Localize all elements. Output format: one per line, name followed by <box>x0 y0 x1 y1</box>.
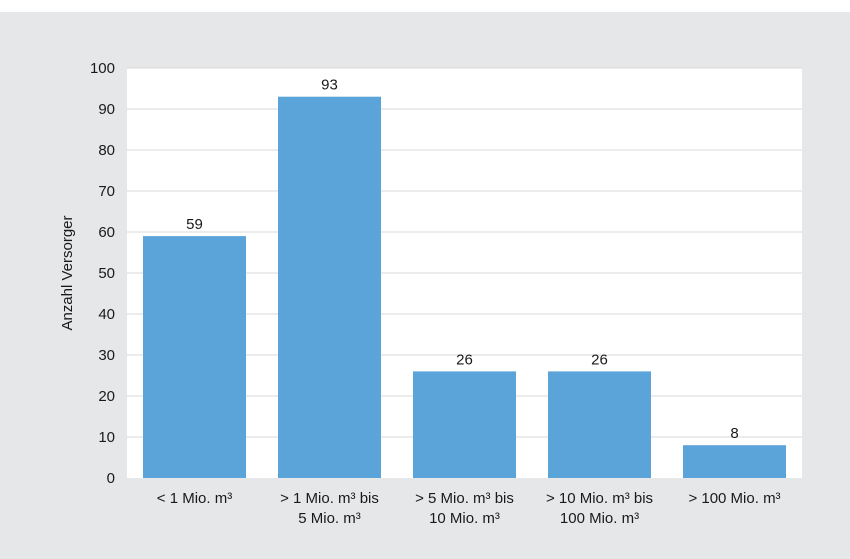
chart-panel: 0 10 20 30 40 50 60 70 80 90 100 59 93 26 26 8 < 1 Mio… <box>0 12 850 559</box>
y-tick-label: 30 <box>98 347 115 364</box>
y-tick-label: 40 <box>98 306 115 323</box>
category-label: > 10 Mio. m³ bis 100 Mio. m³ <box>546 490 653 527</box>
category-label: > 100 Mio. m³ <box>688 490 780 507</box>
y-tick-label: 100 <box>90 60 115 77</box>
bar <box>683 445 786 478</box>
data-labels: 59 93 26 26 8 <box>186 77 739 443</box>
y-axis-ticks: 0 10 20 30 40 50 60 70 80 90 100 <box>90 60 115 487</box>
bar-value-label: 8 <box>730 425 738 442</box>
category-label: < 1 Mio. m³ <box>157 490 232 507</box>
bar <box>278 96 381 478</box>
bar-value-label: 59 <box>186 216 203 233</box>
bar <box>143 236 246 478</box>
category-label: > 1 Mio. m³ bis 5 Mio. m³ <box>280 490 379 527</box>
y-tick-label: 0 <box>107 470 115 487</box>
y-tick-label: 60 <box>98 224 115 241</box>
bar-value-label: 93 <box>321 77 338 94</box>
y-tick-label: 10 <box>98 429 115 446</box>
y-tick-label: 20 <box>98 388 115 405</box>
y-tick-label: 90 <box>98 101 115 118</box>
y-axis-title: Anzahl Versorger <box>59 215 76 330</box>
bar <box>413 371 516 478</box>
bars <box>143 96 786 478</box>
category-labels: < 1 Mio. m³ > 1 Mio. m³ bis 5 Mio. m³ > 5 M… <box>157 490 781 527</box>
category-label: > 5 Mio. m³ bis 10 Mio. m³ <box>415 490 514 527</box>
y-tick-label: 70 <box>98 183 115 200</box>
bar-chart: 0 10 20 30 40 50 60 70 80 90 100 59 93 26 26 8 < 1 Mio… <box>59 60 802 527</box>
y-tick-label: 50 <box>98 265 115 282</box>
bar <box>548 371 651 478</box>
bar-value-label: 26 <box>591 351 608 368</box>
y-tick-label: 80 <box>98 142 115 159</box>
bar-value-label: 26 <box>456 351 473 368</box>
